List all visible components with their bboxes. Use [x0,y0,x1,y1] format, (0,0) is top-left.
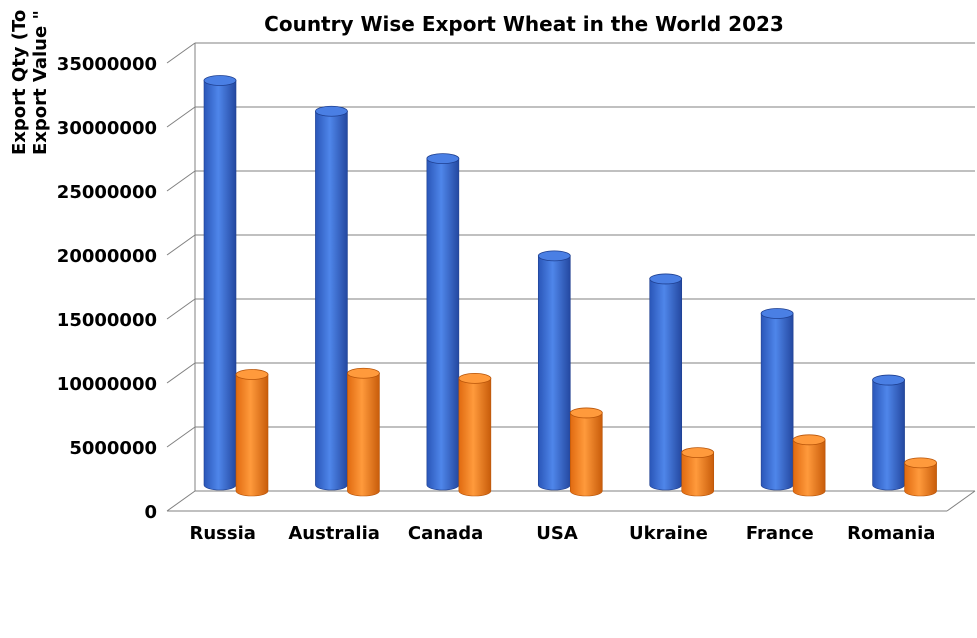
bar-top [203,75,237,86]
bar-body [649,278,683,491]
y-tick-label: 35000000 [57,54,157,75]
x-tick-label: Romania [847,523,935,544]
bars [203,75,937,497]
x-tick-label: Ukraine [629,523,708,544]
bar-top [872,374,905,386]
bar [347,367,380,497]
y-tick-label: 25000000 [57,182,157,203]
y-tick-label: 10000000 [57,374,157,395]
x-tick-label: Russia [190,523,256,544]
bar [537,250,571,491]
bar-top [681,447,715,459]
bar-body [203,80,237,491]
gridline-side [166,42,196,64]
gridline-side [166,106,196,128]
bar-body [792,439,826,497]
bar-top [315,105,348,117]
bar-top [347,367,380,379]
bar-top [537,250,571,262]
bar [681,447,715,497]
bar [426,153,460,491]
y-tick-label: 20000000 [57,246,157,267]
y-axis-label-line-1: Export Qty (To [9,10,30,155]
bar-top [904,457,937,469]
y-axis-label: Export Qty (To Export Value " [9,10,51,155]
bar-body [904,462,937,497]
y-tick-label: 5000000 [69,438,157,459]
y-axis-label-line-2: Export Value " [30,10,51,155]
gridline-side [166,170,196,192]
bar [649,273,683,491]
bar [792,434,826,497]
bar-top [649,273,683,285]
bar [760,308,794,491]
chart-title: Country Wise Export Wheat in the World 2… [264,12,784,36]
floor-left-edge [166,490,196,512]
bar [904,457,937,497]
gridline-side [166,426,196,448]
bar [315,105,348,491]
gridline-side [166,234,196,256]
y-tick-label: 0 [144,502,157,523]
floor-right-edge [946,490,976,512]
x-tick-label: Canada [408,523,483,544]
bar-body [347,372,380,497]
bar-top [235,369,269,380]
bar-body [426,158,460,491]
bar-body [537,255,571,491]
bar-top [458,372,492,384]
x-tick-label: USA [536,523,578,544]
bar-top [426,153,460,165]
bar-body [569,412,603,497]
y-tick-label: 15000000 [57,310,157,331]
y-tick-label: 30000000 [57,118,157,139]
gridline-side [166,362,196,384]
bar-body [872,379,905,491]
bar [235,369,269,497]
bar-body [760,313,794,491]
bar-top [792,434,826,446]
bar-body [315,110,348,491]
bar [458,372,492,497]
y-tick-labels: 0 5000000 10000000 15000000 20000000 25000000… [57,54,157,523]
x-tick-labels: Russia Australia Canada USA Ukraine France Rom… [190,523,936,544]
bar-body [681,452,715,497]
bar [872,374,905,491]
bar-top [760,308,794,319]
gridline-side [166,298,196,320]
bar-body [458,378,492,497]
grid-lines [166,42,975,448]
bar-top [569,407,603,419]
bar [203,75,237,491]
bar [569,407,603,497]
bar-body [235,374,269,497]
x-tick-label: France [746,523,814,544]
x-tick-label: Australia [288,523,380,544]
